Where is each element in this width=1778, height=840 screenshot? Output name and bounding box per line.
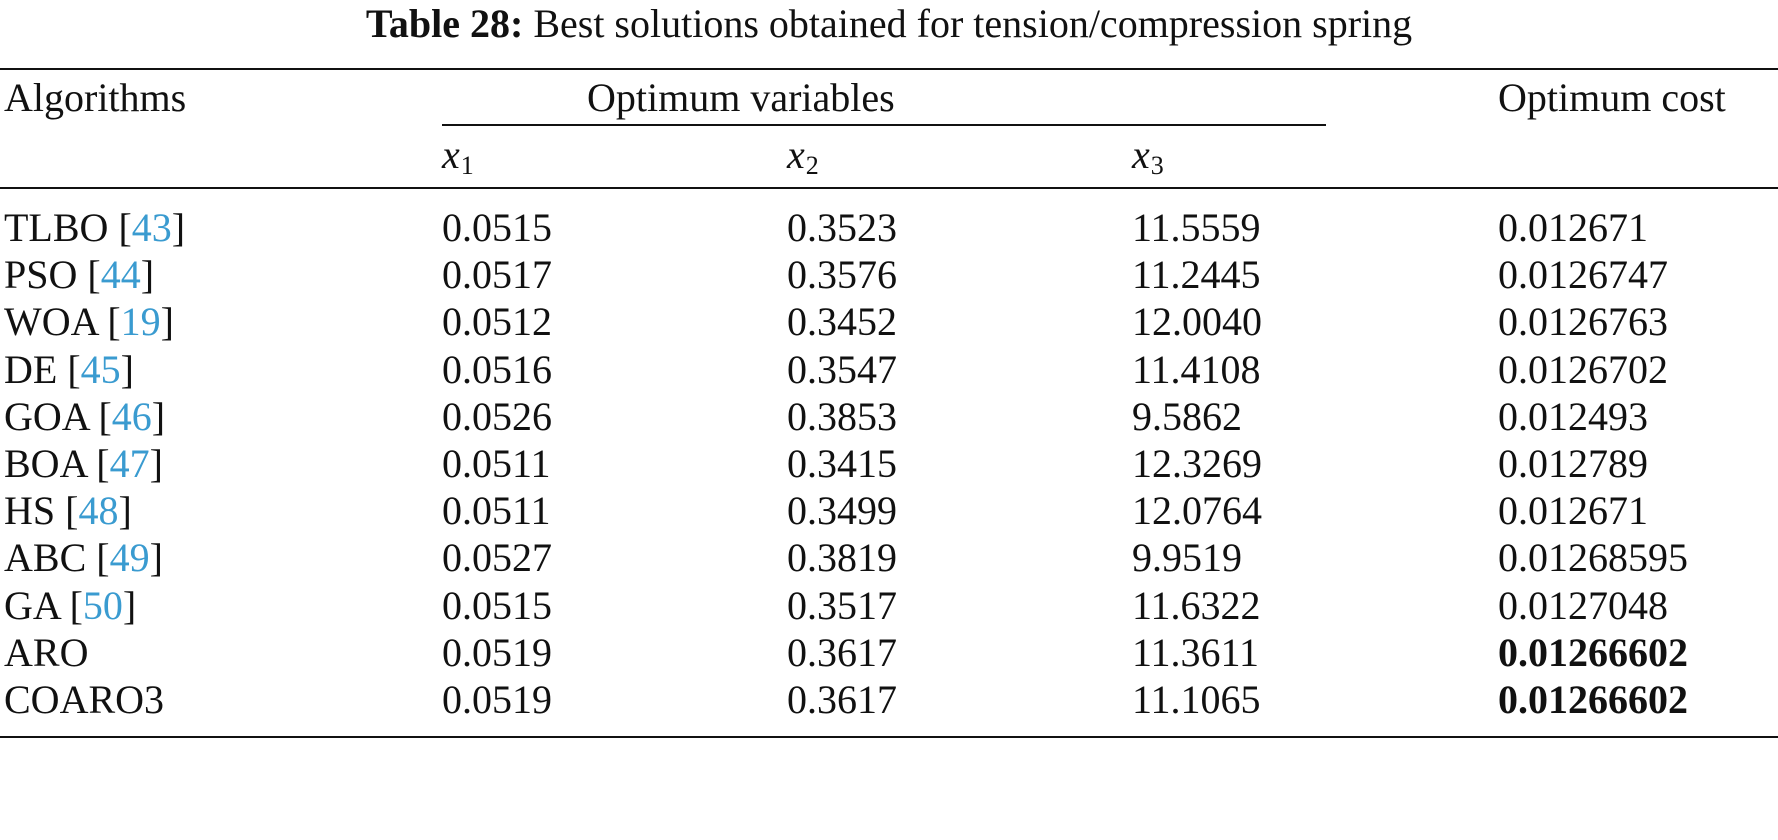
table-caption-label: Table 28:	[365, 1, 524, 46]
x2-cell: 0.3452	[787, 299, 897, 345]
x2-cell: 0.3617	[787, 677, 897, 722]
group-rule	[442, 124, 1326, 126]
x1-cell: 0.0519	[442, 629, 552, 675]
x1-cell: 0.0511	[442, 441, 551, 486]
x2-cell: 0.3523	[787, 205, 897, 250]
citation-link[interactable]: 47	[109, 441, 150, 486]
optimum-cost-cell: 0.012671	[1498, 205, 1648, 250]
algorithm-name: GA	[4, 582, 60, 628]
algorithm-name-cell: COARO3	[4, 677, 164, 723]
optimum-cost-cell: 0.0127048	[1498, 582, 1668, 628]
algorithm-name-cell: ABC [49]	[4, 535, 163, 581]
citation-link[interactable]: 49	[109, 535, 150, 581]
header-optimum-cost: Optimum cost	[1498, 75, 1726, 120]
header-x1: x1	[442, 132, 474, 189]
x2-cell: 0.3617	[787, 629, 897, 675]
header-x3: x3	[1132, 132, 1164, 189]
optimum-cost-cell: 0.012493	[1498, 393, 1648, 439]
x2-cell: 0.3853	[787, 393, 897, 439]
citation-link[interactable]: 45	[80, 346, 121, 392]
optimum-cost-cell: 0.012671	[1498, 488, 1648, 534]
optimum-cost-cell: 0.0126702	[1498, 346, 1668, 392]
algorithm-name: DE	[4, 346, 58, 392]
optimum-cost-cell: 0.01266602	[1498, 677, 1688, 722]
x2-cell: 0.3576	[787, 252, 897, 298]
optimum-cost-cell: 0.01266602	[1498, 629, 1688, 675]
x3-cell: 11.1065	[1132, 677, 1261, 722]
x3-cell: 11.2445	[1132, 252, 1261, 298]
optimum-cost-cell: 0.01268595	[1498, 535, 1688, 581]
x1-cell: 0.0519	[442, 677, 552, 722]
algorithm-name: BOA	[4, 441, 87, 486]
algorithm-name-cell: GA [50]	[4, 582, 137, 628]
bottom-rule	[0, 736, 1778, 738]
citation-link[interactable]: 50	[82, 582, 123, 628]
header-x1-symbol: x	[442, 132, 460, 177]
header-optimum-variables: Optimum variables	[587, 75, 895, 120]
x1-cell: 0.0515	[442, 582, 552, 628]
algorithm-name: ARO	[4, 629, 89, 675]
x2-cell: 0.3415	[787, 441, 897, 486]
x3-cell: 11.3611	[1132, 629, 1260, 675]
header-x2-subscript: 2	[805, 151, 819, 180]
x1-cell: 0.0527	[442, 535, 552, 581]
x3-cell: 11.5559	[1132, 205, 1261, 250]
algorithm-name-cell: TLBO [43]	[4, 205, 186, 250]
optimum-cost-cell: 0.0126763	[1498, 299, 1668, 345]
algorithm-name: TLBO	[4, 205, 109, 250]
algorithm-name-cell: PSO [44]	[4, 252, 155, 298]
x3-cell: 11.6322	[1132, 582, 1261, 628]
x3-cell: 9.9519	[1132, 535, 1242, 581]
x1-cell: 0.0515	[442, 205, 552, 250]
x3-cell: 11.4108	[1132, 346, 1261, 392]
algorithm-name-cell: WOA [19]	[4, 299, 174, 345]
x1-cell: 0.0526	[442, 393, 552, 439]
algorithm-name: PSO	[4, 252, 78, 298]
x2-cell: 0.3499	[787, 488, 897, 534]
algorithm-name-cell: DE [45]	[4, 346, 134, 392]
x1-cell: 0.0517	[442, 252, 552, 298]
citation-link[interactable]: 44	[100, 252, 141, 298]
x3-cell: 9.5862	[1132, 393, 1242, 439]
header-x3-subscript: 3	[1150, 151, 1164, 180]
algorithm-name: GOA	[4, 393, 89, 439]
x3-cell: 12.0764	[1132, 488, 1262, 534]
header-x2: x2	[787, 132, 819, 189]
algorithm-name-cell: ARO	[4, 630, 88, 676]
citation-link[interactable]: 43	[131, 205, 172, 250]
algorithm-name: HS	[4, 488, 56, 534]
header-rule	[0, 187, 1778, 189]
algorithm-name: ABC	[4, 535, 87, 581]
algorithm-name-cell: HS [48]	[4, 488, 132, 534]
x2-cell: 0.3547	[787, 346, 897, 392]
citation-link[interactable]: 46	[111, 393, 152, 439]
optimum-cost-cell: 0.0126747	[1498, 252, 1668, 298]
algorithm-name: COARO3	[4, 677, 165, 722]
table-caption: Table 28: Best solutions obtained for te…	[0, 0, 1778, 48]
citation-link[interactable]: 48	[78, 488, 119, 534]
header-x3-symbol: x	[1132, 132, 1150, 177]
header-algorithms: Algorithms	[4, 75, 187, 120]
x2-cell: 0.3819	[787, 535, 897, 581]
x2-cell: 0.3517	[787, 582, 897, 628]
header-x2-symbol: x	[787, 132, 805, 177]
x3-cell: 12.3269	[1132, 441, 1262, 486]
algorithm-name-cell: BOA [47]	[4, 441, 163, 486]
optimum-cost-cell: 0.012789	[1498, 441, 1648, 486]
table-caption-text: Best solutions obtained for tension/comp…	[533, 1, 1413, 46]
x1-cell: 0.0511	[442, 488, 551, 534]
x1-cell: 0.0516	[442, 346, 552, 392]
header-x1-subscript: 1	[460, 151, 474, 180]
top-rule	[0, 68, 1778, 70]
algorithm-name-cell: GOA [46]	[4, 393, 166, 439]
x1-cell: 0.0512	[442, 299, 552, 345]
citation-link[interactable]: 19	[120, 299, 161, 345]
algorithm-name: WOA	[4, 299, 98, 345]
x3-cell: 12.0040	[1132, 299, 1262, 345]
